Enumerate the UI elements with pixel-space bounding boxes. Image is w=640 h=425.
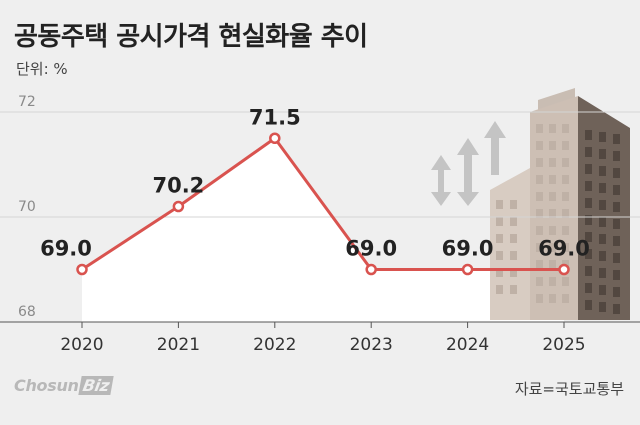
- x-tick-label: 2024: [446, 335, 489, 355]
- brand-logo: Chosun Biz: [14, 376, 114, 395]
- x-tick-label: 2022: [253, 335, 296, 355]
- data-point: [461, 263, 474, 276]
- x-tick-label: 2020: [60, 335, 103, 355]
- data-label: 69.0: [40, 237, 92, 261]
- data-point: [365, 263, 377, 276]
- data-label: 69.0: [442, 237, 494, 261]
- data-label: 69.0: [345, 237, 397, 261]
- y-tick-label: 70: [18, 199, 36, 215]
- x-tick-label: 2021: [157, 335, 200, 355]
- chart-title: 공동주택 공시가격 현실화율 추이: [14, 22, 368, 52]
- apartment-building-icon: [431, 88, 630, 320]
- data-label: 69.0: [538, 237, 590, 261]
- x-tick-label: 2023: [350, 335, 393, 355]
- data-point: [172, 200, 185, 213]
- y-tick-label: 68: [18, 304, 36, 320]
- source-note: 자료=국토교통부: [514, 380, 624, 398]
- data-label: 70.2: [152, 174, 204, 198]
- y-tick-label: 72: [18, 94, 36, 110]
- data-point: [269, 132, 281, 144]
- unit-label: 단위: %: [16, 60, 68, 78]
- x-tick-label: 2025: [542, 335, 585, 355]
- data-point: [558, 263, 570, 276]
- series-line: [81, 136, 564, 271]
- data-point: [76, 263, 88, 276]
- data-label: 71.5: [249, 105, 301, 129]
- area-fill: [82, 138, 564, 322]
